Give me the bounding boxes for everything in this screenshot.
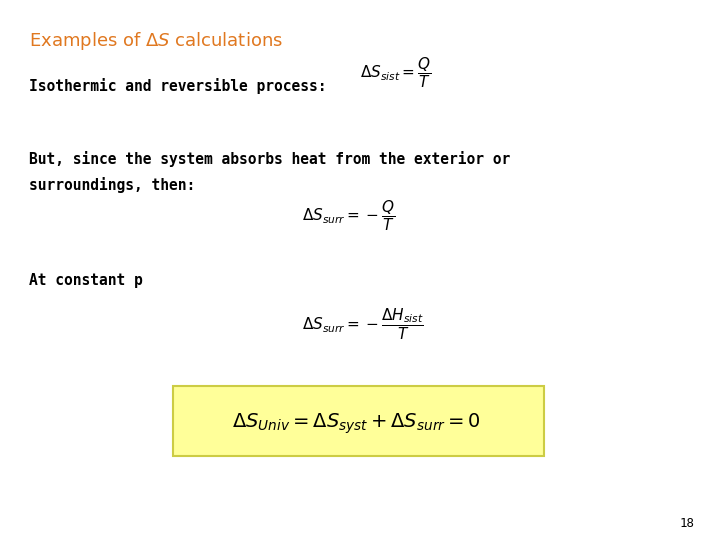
Text: $\Delta S_{surr} = -\dfrac{Q}{T}$: $\Delta S_{surr} = -\dfrac{Q}{T}$	[302, 199, 395, 233]
Text: But, since the system absorbs heat from the exterior or: But, since the system absorbs heat from …	[29, 151, 510, 167]
Text: At constant p: At constant p	[29, 273, 143, 288]
Text: Isothermic and reversible process:: Isothermic and reversible process:	[29, 78, 326, 94]
Text: surroundings, then:: surroundings, then:	[29, 177, 195, 193]
Text: $\Delta S_{sist} = \dfrac{Q}{T}$: $\Delta S_{sist} = \dfrac{Q}{T}$	[360, 56, 431, 90]
Text: 18: 18	[680, 517, 695, 530]
Text: $\Delta S_{surr} = -\dfrac{\Delta H_{sist}}{T}$: $\Delta S_{surr} = -\dfrac{\Delta H_{sis…	[302, 306, 424, 342]
Text: Examples of $\Delta S$ calculations: Examples of $\Delta S$ calculations	[29, 30, 283, 52]
FancyBboxPatch shape	[173, 386, 544, 456]
Text: $\Delta S_{Univ} = \Delta S_{syst} + \Delta S_{surr} = 0$: $\Delta S_{Univ} = \Delta S_{syst} + \De…	[232, 411, 481, 436]
